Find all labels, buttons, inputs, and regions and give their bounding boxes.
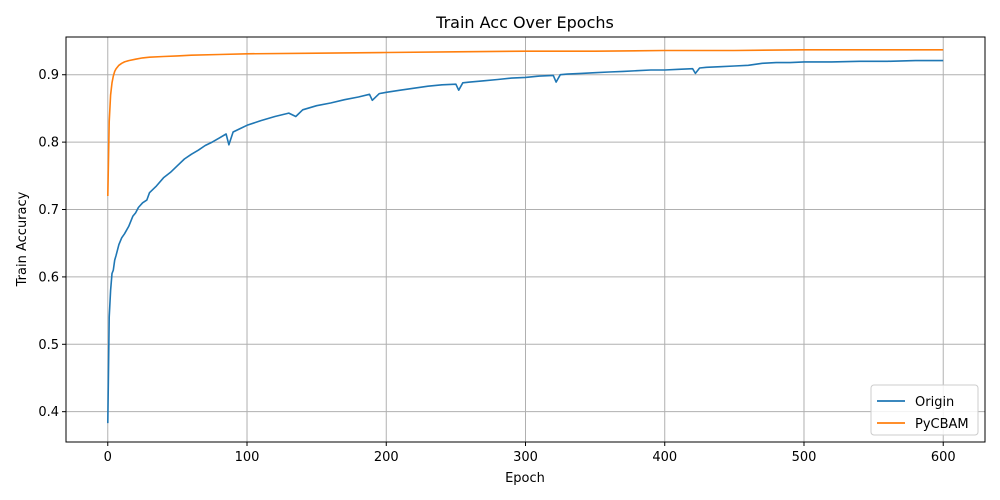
x-axis: 0 100 200 300 400 500 600 bbox=[104, 442, 956, 465]
legend-label: Origin bbox=[915, 395, 954, 410]
x-tick-label: 600 bbox=[931, 450, 956, 465]
x-axis-label: Epoch bbox=[505, 471, 545, 486]
x-tick-label: 500 bbox=[792, 450, 817, 465]
y-tick-label: 0.9 bbox=[38, 68, 59, 83]
y-tick-label: 0.8 bbox=[38, 136, 59, 151]
series-line-pycbam bbox=[107, 48, 944, 197]
y-tick-label: 0.5 bbox=[38, 338, 59, 353]
y-tick-label: 0.6 bbox=[38, 270, 59, 285]
y-axis-label: Train Accuracy bbox=[15, 191, 30, 287]
series-line-origin bbox=[107, 59, 944, 424]
x-tick-label: 0 bbox=[104, 450, 112, 465]
y-axis: 0.4 0.5 0.6 0.7 0.8 0.9 bbox=[38, 68, 66, 420]
x-tick-label: 300 bbox=[513, 450, 538, 465]
chart-title: Train Acc Over Epochs bbox=[435, 13, 614, 32]
grid bbox=[66, 37, 985, 442]
y-tick-label: 0.4 bbox=[38, 405, 59, 420]
series-lines bbox=[107, 48, 944, 424]
legend: Origin PyCBAM bbox=[870, 384, 979, 436]
x-tick-label: 200 bbox=[374, 450, 399, 465]
y-tick-label: 0.7 bbox=[38, 203, 59, 218]
x-tick-label: 100 bbox=[235, 450, 260, 465]
x-tick-label: 400 bbox=[652, 450, 677, 465]
legend-label: PyCBAM bbox=[915, 417, 969, 432]
